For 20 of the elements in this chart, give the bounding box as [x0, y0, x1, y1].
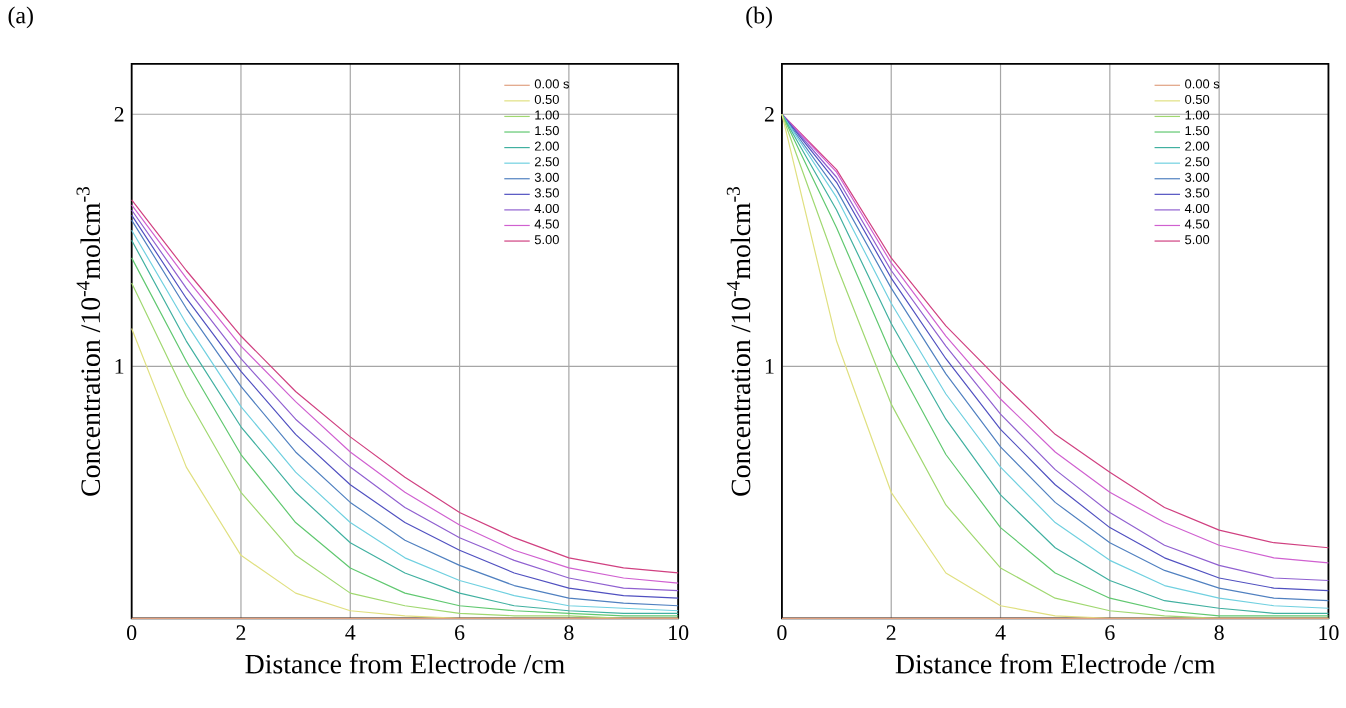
x-tick-label: 6 [455, 625, 465, 641]
x-tick-label: 2 [236, 625, 246, 640]
x-tick-label: 2 [886, 625, 896, 640]
x-tick-label: 10 [1319, 625, 1339, 641]
x-tick-label: 4 [345, 625, 356, 640]
y-tick-label: 1 [115, 359, 124, 374]
x-axis-title: Distance from Electrode /cm [245, 653, 565, 674]
chart-title: (b) [746, 6, 772, 29]
x-tick-label: 8 [1214, 625, 1224, 641]
x-axis-title: Distance from Electrode /cm [895, 653, 1216, 674]
x-tick-label: 6 [1105, 625, 1115, 641]
x-tick-label: 0 [127, 625, 137, 641]
chart-title: (a) [8, 6, 33, 29]
x-tick-label: 10 [669, 625, 689, 641]
y-tick-label: 1 [765, 359, 774, 374]
y-axis-title: Concentration /10$^{-4}$molcm$^{-3}$ [76, 186, 101, 496]
x-tick-label: 8 [564, 625, 574, 641]
x-tick-label: 4 [995, 625, 1006, 640]
x-tick-label: 0 [777, 625, 787, 641]
y-axis-title: Concentration /10$^{-4}$molcm$^{-3}$ [726, 186, 751, 496]
